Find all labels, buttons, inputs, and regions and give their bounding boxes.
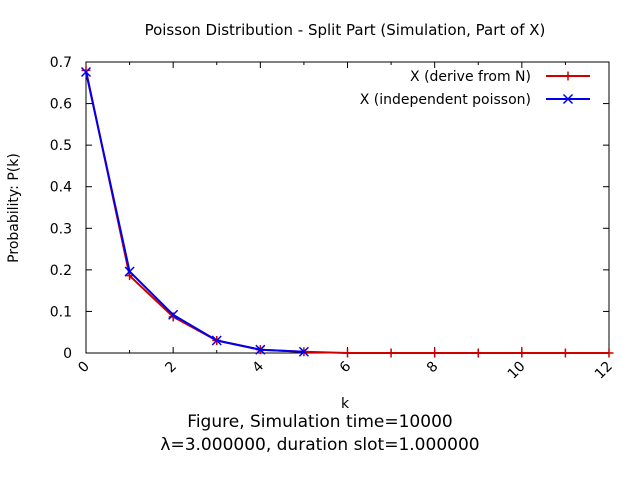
x-axis-label: k: [341, 396, 350, 412]
data-point: [562, 93, 574, 105]
x-tick-label: 2: [162, 359, 180, 377]
series-line: [85, 71, 304, 353]
y-tick-label: 0.6: [50, 97, 72, 113]
data-point: [80, 66, 92, 78]
data-point: [124, 266, 135, 277]
data-point: [343, 348, 352, 358]
data-point: [168, 309, 179, 320]
y-tick-label: 0.2: [50, 263, 72, 279]
legend: X (derive from N) X (independent poisson): [360, 69, 590, 108]
legend-label: X (independent poisson): [360, 92, 531, 108]
data-point: [473, 348, 483, 358]
x-tick-label: 12: [592, 359, 616, 383]
x-axis: 0 2 4 6 8 10 12: [75, 62, 616, 382]
data-point: [298, 346, 309, 357]
chart-title: Poisson Distribution - Split Part (Simul…: [145, 21, 546, 39]
caption-line-2: λ=3.000000, duration slot=1.000000: [160, 435, 480, 455]
series-2: [80, 66, 309, 357]
data-point: [604, 348, 614, 358]
data-point: [255, 344, 266, 355]
y-tick-label: 0.3: [50, 221, 72, 237]
data-point: [430, 348, 440, 358]
series-layer: [80, 65, 614, 358]
data-point: [563, 71, 573, 81]
data-point: [211, 335, 222, 346]
legend-label: X (derive from N): [410, 69, 531, 85]
y-axis-label: Probability: P(k): [6, 153, 22, 263]
series-line: [85, 70, 609, 354]
y-axis: 0 0.1 0.2 0.3 0.4 0.5 0.6 0.7: [50, 55, 609, 362]
series-1: [81, 65, 614, 358]
caption-line-1: Figure, Simulation time=10000: [187, 412, 453, 432]
x-tick-label: 8: [424, 359, 442, 377]
x-tick-label: 10: [505, 359, 529, 383]
y-tick-label: 0.5: [50, 138, 72, 154]
y-tick-label: 0.1: [50, 304, 72, 320]
y-tick-label: 0.7: [50, 55, 72, 71]
data-point: [560, 348, 570, 358]
y-tick-label: 0.4: [50, 180, 72, 196]
x-tick-label: 0: [75, 359, 93, 377]
data-point: [386, 348, 396, 358]
x-tick-label: 4: [250, 358, 268, 376]
y-tick-label: 0: [63, 346, 72, 362]
x-tick-label: 6: [337, 358, 355, 376]
data-point: [517, 348, 527, 358]
